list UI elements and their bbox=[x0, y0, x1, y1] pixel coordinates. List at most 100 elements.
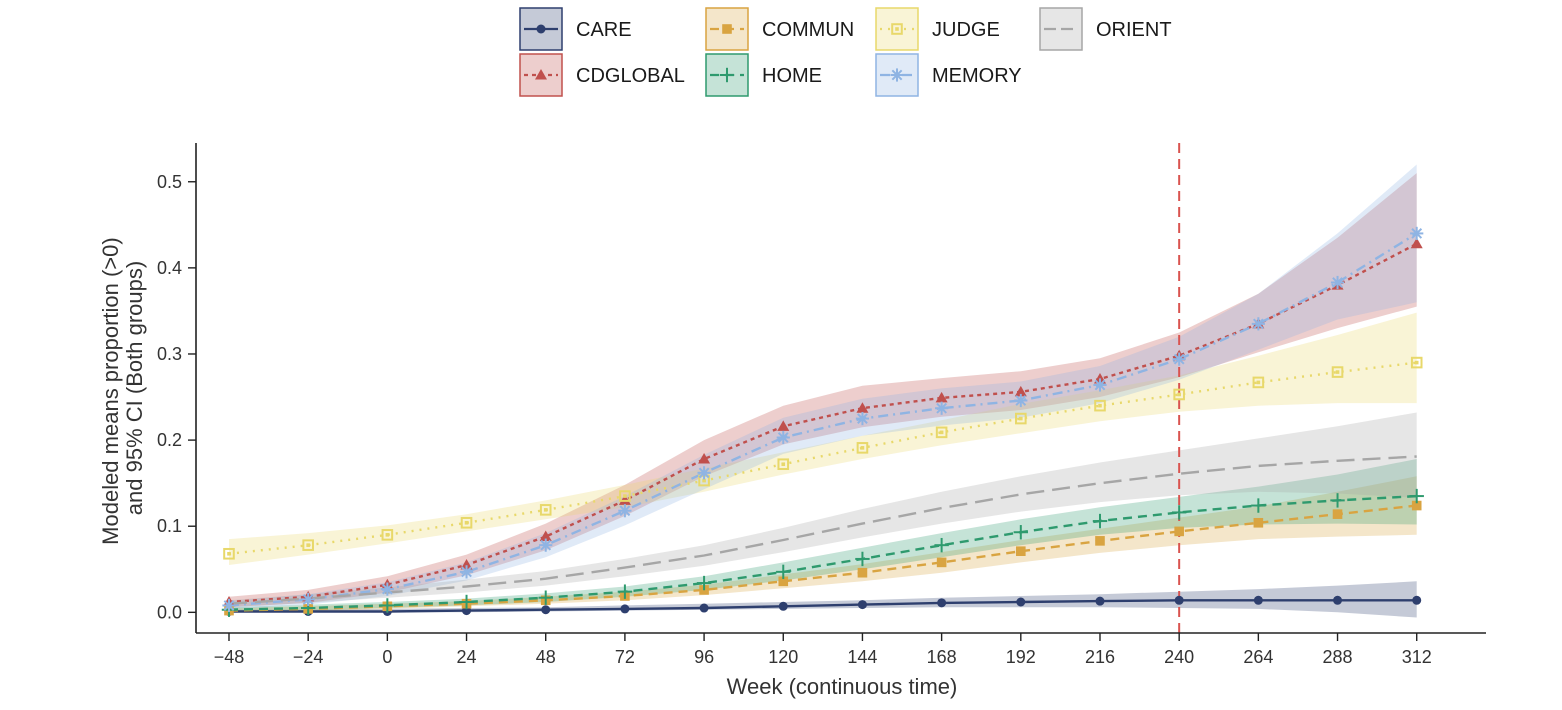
legend-marker-care bbox=[536, 24, 546, 34]
y-tick-label: 0.0 bbox=[157, 602, 182, 622]
data-point-home bbox=[1092, 513, 1108, 529]
legend-label-judge: JUDGE bbox=[932, 19, 1000, 41]
data-point-commun bbox=[1411, 500, 1422, 511]
data-point-home bbox=[617, 584, 633, 599]
data-point-judge bbox=[619, 490, 631, 502]
data-point-home bbox=[459, 594, 474, 610]
legend-marker-home bbox=[719, 67, 735, 83]
legend: CARE COMMUN JUDGE ORIENT CDGLOBAL HOME MEMORY bbox=[519, 7, 1172, 97]
x-tick-label: 168 bbox=[927, 647, 957, 667]
data-point-judge bbox=[381, 529, 394, 541]
data-point-care bbox=[1174, 595, 1184, 605]
data-point-judge bbox=[1252, 376, 1265, 389]
data-point-judge bbox=[777, 458, 790, 471]
data-point-commun bbox=[1174, 526, 1184, 537]
x-tick-label: 264 bbox=[1243, 647, 1273, 667]
data-point-memory bbox=[855, 411, 870, 426]
data-point-memory bbox=[301, 592, 315, 607]
data-point-judge bbox=[1094, 399, 1106, 412]
series-lines bbox=[228, 232, 1418, 613]
y-axis-title: Modeled means proportion (>0) and 95% CI… bbox=[98, 231, 147, 545]
legend-marker-judge bbox=[891, 23, 903, 35]
x-tick-label: 96 bbox=[694, 647, 714, 667]
data-point-memory bbox=[1172, 352, 1186, 366]
data-point-commun bbox=[1095, 536, 1105, 546]
y-tick-label: 0.5 bbox=[157, 172, 182, 192]
y-tick-label: 0.1 bbox=[157, 516, 182, 536]
data-point-memory bbox=[618, 504, 632, 518]
data-point-cdglobal bbox=[698, 453, 711, 464]
ci-band-care bbox=[229, 581, 1417, 618]
series-line-orient bbox=[228, 455, 1417, 605]
data-point-judge bbox=[1331, 366, 1344, 378]
data-point-memory bbox=[380, 582, 394, 596]
data-point-commun bbox=[1016, 546, 1026, 556]
data-point-commun bbox=[1253, 517, 1264, 528]
x-tick-label: 288 bbox=[1323, 647, 1353, 667]
data-point-home bbox=[696, 575, 712, 591]
legend-item-care: CARE bbox=[519, 7, 632, 51]
data-point-cdglobal bbox=[1410, 237, 1423, 249]
data-point-home bbox=[380, 598, 395, 613]
data-point-care bbox=[541, 605, 551, 615]
legend-item-judge: JUDGE bbox=[875, 7, 1000, 51]
data-point-home bbox=[1330, 493, 1345, 508]
x-tick-label: 144 bbox=[847, 647, 877, 667]
data-point-judge bbox=[460, 516, 473, 529]
data-point-care bbox=[1253, 595, 1263, 605]
data-point-memory bbox=[697, 466, 711, 480]
data-point-commun bbox=[936, 557, 947, 568]
x-tick-label: 240 bbox=[1164, 647, 1194, 667]
data-point-memory bbox=[1251, 317, 1265, 331]
x-tick-label: 48 bbox=[536, 647, 556, 667]
data-point-care bbox=[1095, 596, 1105, 606]
y-axis-title-line-1: Modeled means proportion (>0) bbox=[98, 237, 123, 545]
data-point-cdglobal bbox=[460, 558, 473, 570]
data-point-cdglobal bbox=[539, 530, 552, 542]
data-point-care bbox=[1016, 597, 1026, 607]
y-axis-title-line-2: and 95% CI (Both groups) bbox=[122, 261, 147, 515]
data-point-cdglobal bbox=[935, 391, 948, 403]
data-point-care bbox=[699, 603, 709, 613]
data-point-care bbox=[857, 600, 867, 610]
data-point-memory bbox=[539, 538, 553, 552]
data-point-home bbox=[1409, 488, 1424, 504]
y-tick-label: 0.3 bbox=[157, 344, 182, 364]
legend-item-orient: ORIENT bbox=[1039, 7, 1172, 51]
y-tick-label: 0.4 bbox=[157, 258, 182, 278]
ci-band-judge bbox=[229, 312, 1417, 565]
legend-marker-cdglobal bbox=[535, 69, 547, 80]
data-point-memory bbox=[459, 565, 474, 579]
series-markers bbox=[221, 226, 1424, 617]
data-point-commun bbox=[857, 567, 868, 578]
legend-label-memory: MEMORY bbox=[932, 65, 1022, 87]
data-point-memory bbox=[222, 598, 236, 613]
data-point-home bbox=[1251, 498, 1266, 513]
data-point-cdglobal bbox=[1014, 385, 1027, 397]
x-tick-label: 120 bbox=[768, 647, 798, 667]
x-tick-label: 192 bbox=[1006, 647, 1036, 667]
data-point-home bbox=[934, 537, 949, 553]
data-point-care bbox=[778, 601, 788, 611]
series-line-commun bbox=[228, 504, 1417, 612]
legend-item-commun: COMMUN bbox=[705, 7, 854, 51]
data-point-judge bbox=[539, 504, 552, 516]
legend-label-cdglobal: CDGLOBAL bbox=[576, 65, 685, 87]
data-point-memory bbox=[1014, 393, 1028, 408]
data-point-home bbox=[855, 551, 870, 567]
series-line-home bbox=[228, 494, 1417, 611]
data-point-commun bbox=[1332, 509, 1343, 519]
data-point-judge bbox=[856, 442, 869, 454]
data-point-commun bbox=[778, 576, 789, 587]
data-point-home bbox=[538, 590, 553, 605]
data-point-judge bbox=[1015, 412, 1027, 425]
legend-label-home: HOME bbox=[762, 65, 822, 87]
legend-label-orient: ORIENT bbox=[1096, 19, 1172, 41]
data-point-memory bbox=[935, 401, 949, 415]
data-point-memory bbox=[776, 430, 790, 445]
x-tick-label: 24 bbox=[457, 647, 477, 667]
legend-label-commun: COMMUN bbox=[762, 19, 854, 41]
series-line-cdglobal bbox=[228, 242, 1418, 604]
data-point-memory bbox=[1093, 378, 1107, 392]
